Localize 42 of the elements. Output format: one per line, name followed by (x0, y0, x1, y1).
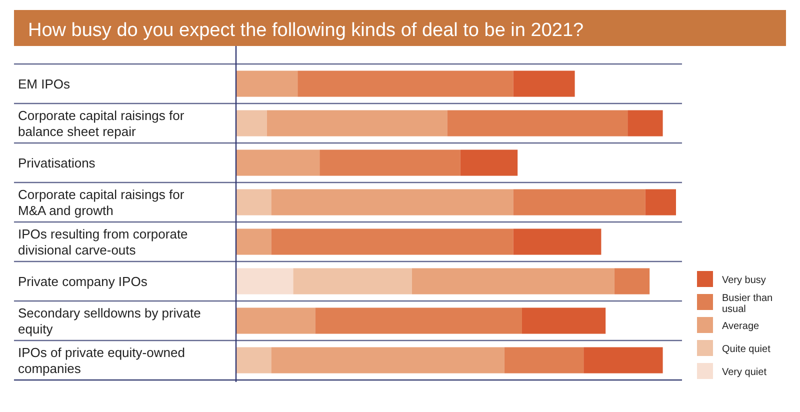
bar (293, 268, 412, 294)
bar (504, 347, 584, 374)
y-tick-label: Private company IPOs (18, 274, 148, 289)
bar (271, 228, 514, 255)
y-tick-label: Privatisations (18, 155, 96, 170)
y-tick-label: EM IPOs (18, 76, 71, 92)
legend-label: Average (722, 321, 760, 332)
bar (412, 268, 614, 294)
y-tick-label: IPOs of private equity-owned companies (18, 344, 185, 376)
bar (271, 347, 504, 374)
bar (236, 308, 316, 334)
bar (236, 347, 272, 374)
y-tick-label: IPOs resulting from corporate divisional carve-outs (18, 226, 188, 258)
y-tick-label: Secondary selldowns by private equity (18, 305, 201, 336)
bar (628, 110, 663, 136)
bar (236, 150, 320, 176)
chart-title: How busy do you expect the following kinds of deal to be in 2021? (28, 20, 584, 41)
bar (236, 189, 272, 216)
bar (236, 70, 298, 97)
bar (513, 189, 646, 216)
bar (236, 110, 267, 136)
bar (460, 150, 518, 176)
legend-label: Very busy (722, 275, 766, 286)
bar (513, 70, 575, 97)
bar (271, 189, 514, 216)
bar (645, 189, 676, 216)
legend-label: Busier than usual (722, 293, 773, 315)
bar (236, 228, 272, 255)
bar (584, 347, 663, 374)
legend-label: Very quiet (722, 367, 767, 378)
y-tick-label: Corporate capital raisings for M&A and growth (18, 186, 185, 218)
bar (266, 110, 448, 136)
bar (522, 308, 606, 334)
bar (236, 268, 294, 294)
bar (315, 308, 522, 334)
bar (298, 70, 514, 97)
bar (513, 228, 602, 255)
y-tick-label: Corporate capital raisings for balance sheet repair (18, 108, 185, 139)
legend-label: Quite quiet (722, 344, 771, 355)
bar (614, 268, 650, 294)
bar (447, 110, 628, 136)
bar (320, 150, 460, 176)
